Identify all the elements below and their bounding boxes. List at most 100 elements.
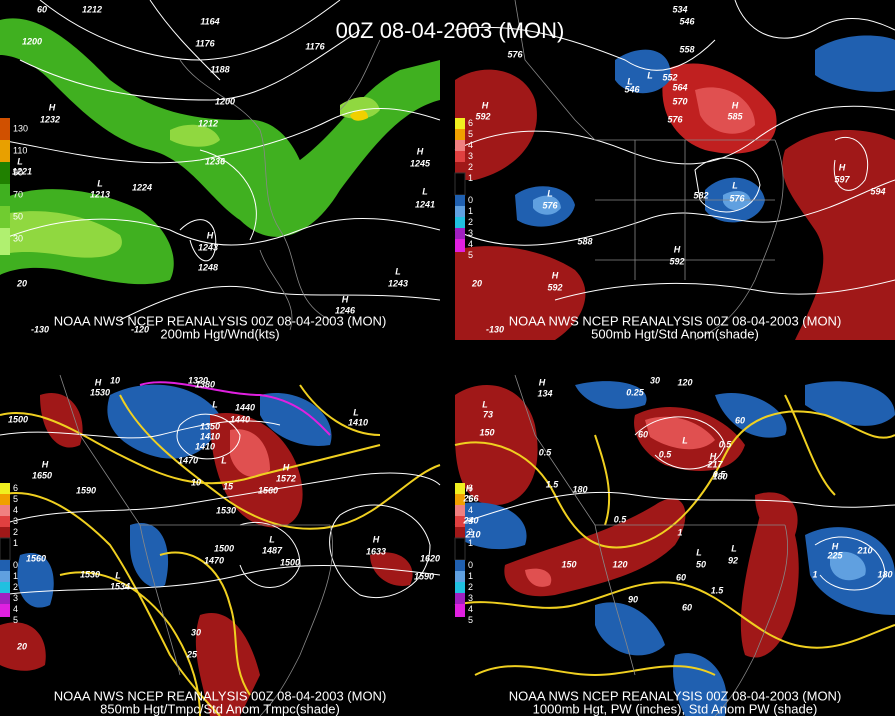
contour-label: H bbox=[417, 146, 424, 156]
legend-label: 4 bbox=[13, 505, 18, 515]
contour-label: H bbox=[342, 294, 349, 304]
legend-swatch bbox=[455, 516, 465, 527]
anomaly-negative bbox=[615, 35, 895, 94]
legend-swatch bbox=[455, 151, 465, 162]
anomaly-positive-strong bbox=[695, 87, 755, 134]
contour-label: 120 bbox=[612, 559, 627, 569]
legend-swatch bbox=[455, 560, 465, 571]
isotherm-cold bbox=[139, 381, 331, 436]
legend-swatch bbox=[455, 162, 465, 173]
panel-500mb: NOAA NWS NCEP REANALYSIS 00Z 08-04-2003 … bbox=[454, 0, 895, 341]
legend-label: 90 bbox=[13, 167, 23, 177]
panel-200mb: NOAA NWS NCEP REANALYSIS 00Z 08-04-2003 … bbox=[0, 0, 441, 341]
contour-label: 60 bbox=[37, 4, 47, 14]
legend-swatch bbox=[455, 129, 465, 140]
coastline bbox=[514, 0, 784, 341]
legend-swatch bbox=[0, 604, 10, 617]
contour-label: 1410 bbox=[348, 417, 368, 427]
contour-label: 25 bbox=[186, 649, 198, 659]
jet-shade bbox=[0, 18, 440, 237]
contour-label: H bbox=[710, 451, 717, 461]
contour-label: H bbox=[49, 102, 56, 112]
contour-label: 20 bbox=[16, 641, 27, 651]
legend-label: 0 bbox=[13, 560, 18, 570]
anomaly-negative bbox=[515, 177, 765, 227]
contour-label: 1440 bbox=[235, 402, 255, 412]
legend-label: 1 bbox=[468, 173, 473, 183]
contour-label: 0.5 bbox=[713, 469, 727, 479]
anomaly-positive bbox=[0, 393, 413, 716]
contour-label: 1188 bbox=[210, 64, 229, 74]
contour-label: 1212 bbox=[82, 4, 102, 14]
contour-label: 240 bbox=[462, 515, 478, 525]
legend-swatch bbox=[455, 118, 465, 129]
coastline bbox=[514, 374, 789, 716]
contour-label: 1221 bbox=[12, 166, 32, 176]
legend-label: 2 bbox=[468, 162, 473, 172]
contour-label: 180 bbox=[877, 569, 892, 579]
legend-swatch bbox=[455, 206, 465, 217]
legend-label: 2 bbox=[468, 217, 473, 227]
legend-label: 2 bbox=[468, 527, 473, 537]
contour-label: 558 bbox=[679, 44, 694, 54]
contour-label: -130 bbox=[486, 324, 504, 334]
main-title: 00Z 08-04-2003 (MON) bbox=[336, 18, 565, 43]
legend-label: 6 bbox=[13, 483, 18, 493]
legend-label: 0 bbox=[468, 560, 473, 570]
contour-label: -120 bbox=[131, 324, 149, 334]
legend-label: 2 bbox=[13, 527, 18, 537]
contour-label: 60 bbox=[735, 415, 745, 425]
contour-label: 592 bbox=[475, 111, 490, 121]
contour-label: H bbox=[283, 462, 290, 472]
panel-caption: NOAA NWS NCEP REANALYSIS 00Z 08-04-2003 … bbox=[54, 688, 387, 703]
contour-label: 576 bbox=[729, 193, 745, 203]
anomaly-positive-strong bbox=[525, 416, 715, 587]
contour-label: 1176 bbox=[195, 38, 215, 48]
contour-label: 20 bbox=[471, 278, 482, 288]
contour-label: 1470 bbox=[204, 555, 224, 565]
anomaly-positive bbox=[782, 130, 895, 340]
contour-label: 30 bbox=[650, 375, 660, 385]
legend-label: 4 bbox=[468, 140, 473, 150]
temperature-contour bbox=[0, 384, 441, 716]
legend-label: 130 bbox=[13, 123, 28, 133]
contour-label: L bbox=[97, 178, 103, 188]
contour-label: L bbox=[647, 70, 653, 80]
legend-swatch bbox=[455, 140, 465, 151]
coastline bbox=[179, 39, 381, 331]
legend-label: 30 bbox=[13, 233, 23, 243]
anomaly-positive bbox=[455, 246, 586, 340]
contour-label: 1530 bbox=[90, 387, 110, 397]
contour-label: 1248 bbox=[198, 262, 218, 272]
contour-label: 1164 bbox=[200, 16, 219, 26]
legend-label: 70 bbox=[13, 189, 23, 199]
legend-label: 1 bbox=[468, 538, 473, 548]
contour-label: 1213 bbox=[90, 189, 110, 199]
contour-label: 1 bbox=[812, 569, 817, 579]
contour-label: 1176 bbox=[305, 41, 325, 51]
legend-swatch bbox=[0, 571, 10, 582]
contour-label: H bbox=[839, 162, 846, 172]
contour-label: H bbox=[674, 244, 681, 254]
legend-label: 5 bbox=[13, 494, 18, 504]
contour-label: L bbox=[627, 76, 633, 86]
contour-label: 564 bbox=[672, 82, 687, 92]
panel-caption: NOAA NWS NCEP REANALYSIS 00Z 08-04-2003 … bbox=[509, 313, 842, 328]
contour-label: 266 bbox=[462, 493, 479, 503]
legend-label: 1 bbox=[13, 571, 18, 581]
contour-label: 73 bbox=[483, 409, 493, 419]
legend-swatch bbox=[0, 206, 10, 228]
legend-label: 2 bbox=[13, 582, 18, 592]
panel-caption: NOAA NWS NCEP REANALYSIS 00Z 08-04-2003 … bbox=[509, 688, 842, 703]
contour-label: 1410 bbox=[200, 431, 220, 441]
contour-label: 150 bbox=[479, 427, 494, 437]
contour-label: 570 bbox=[672, 96, 687, 106]
contour-label: 1320 bbox=[188, 375, 208, 385]
legend-label: 2 bbox=[468, 582, 473, 592]
contour-label: L bbox=[732, 180, 738, 190]
contour-label: 546 bbox=[679, 16, 695, 26]
legend-swatch bbox=[0, 560, 10, 571]
height-contour bbox=[454, 0, 895, 301]
legend-label: 5 bbox=[468, 129, 473, 139]
